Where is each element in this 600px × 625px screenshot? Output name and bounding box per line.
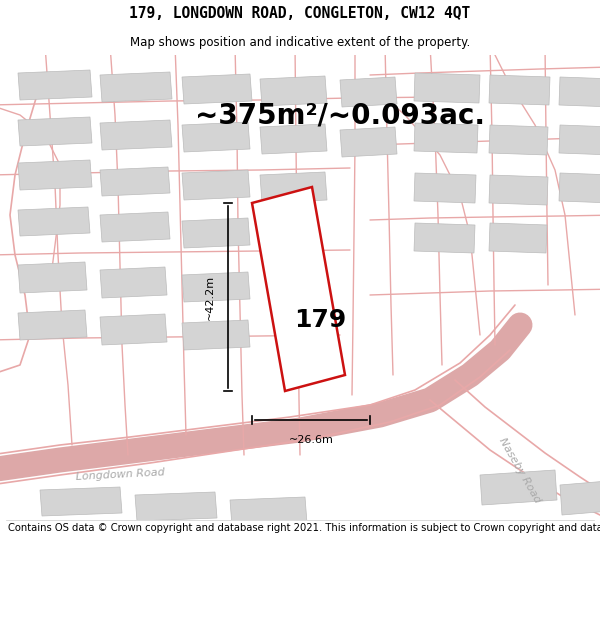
Polygon shape — [100, 72, 172, 102]
Polygon shape — [340, 127, 397, 157]
Polygon shape — [18, 310, 87, 340]
Polygon shape — [489, 75, 550, 105]
Polygon shape — [100, 120, 172, 150]
Text: ~26.6m: ~26.6m — [289, 435, 334, 445]
Polygon shape — [260, 76, 327, 106]
Polygon shape — [559, 77, 600, 107]
Polygon shape — [18, 70, 92, 100]
Polygon shape — [489, 175, 548, 205]
Polygon shape — [100, 314, 167, 345]
Polygon shape — [230, 497, 307, 526]
Polygon shape — [182, 272, 250, 302]
Polygon shape — [414, 123, 478, 153]
Polygon shape — [135, 492, 217, 521]
Polygon shape — [182, 122, 250, 152]
Polygon shape — [559, 125, 600, 155]
Polygon shape — [414, 223, 475, 253]
Text: ~375m²/~0.093ac.: ~375m²/~0.093ac. — [195, 101, 485, 129]
Text: 179: 179 — [294, 308, 346, 332]
Polygon shape — [489, 223, 547, 253]
Polygon shape — [414, 73, 480, 103]
Polygon shape — [559, 173, 600, 203]
Polygon shape — [100, 267, 167, 298]
Text: Longdown Road: Longdown Road — [75, 468, 165, 482]
Text: Contains OS data © Crown copyright and database right 2021. This information is : Contains OS data © Crown copyright and d… — [8, 523, 600, 533]
Polygon shape — [260, 172, 327, 203]
Polygon shape — [182, 320, 250, 350]
Polygon shape — [414, 173, 476, 203]
Polygon shape — [182, 218, 250, 248]
Polygon shape — [18, 207, 90, 236]
Polygon shape — [100, 167, 170, 196]
Polygon shape — [18, 262, 87, 293]
Text: Naseby Road: Naseby Road — [497, 436, 543, 504]
Text: Map shows position and indicative extent of the property.: Map shows position and indicative extent… — [130, 36, 470, 49]
Polygon shape — [340, 77, 397, 107]
Polygon shape — [252, 187, 345, 391]
Polygon shape — [489, 125, 548, 155]
Polygon shape — [18, 160, 92, 190]
Polygon shape — [560, 480, 600, 515]
Polygon shape — [40, 487, 122, 516]
Polygon shape — [100, 212, 170, 242]
Polygon shape — [182, 74, 252, 104]
Polygon shape — [260, 124, 327, 154]
Polygon shape — [182, 170, 250, 200]
Text: 179, LONGDOWN ROAD, CONGLETON, CW12 4QT: 179, LONGDOWN ROAD, CONGLETON, CW12 4QT — [130, 6, 470, 21]
Polygon shape — [18, 117, 92, 146]
Polygon shape — [480, 470, 557, 505]
Text: ~42.2m: ~42.2m — [205, 274, 215, 319]
